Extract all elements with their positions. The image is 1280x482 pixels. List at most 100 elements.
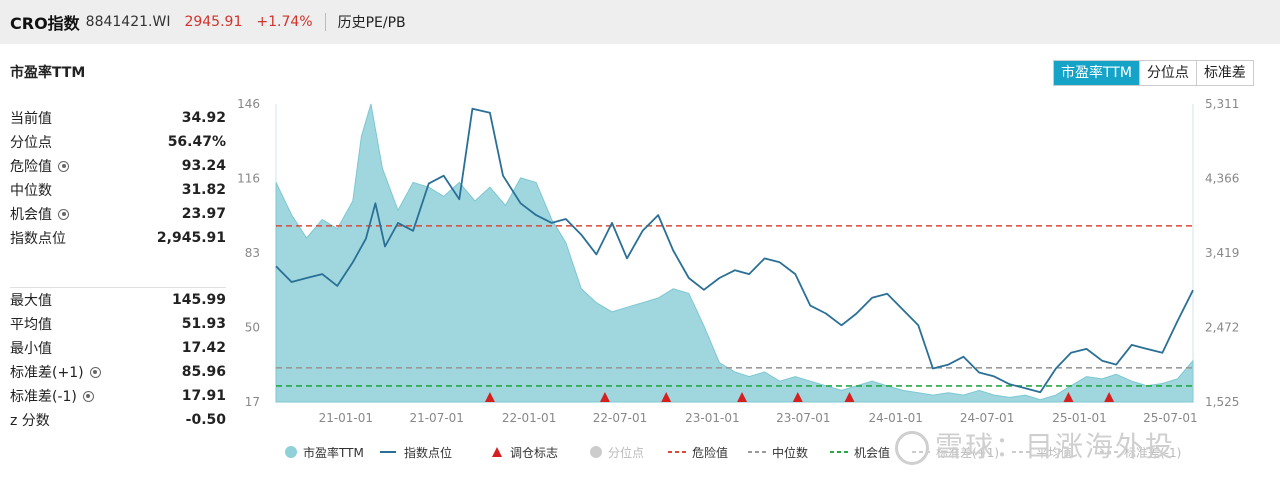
stat-label: 平均值 bbox=[10, 314, 52, 334]
stat-value: 34.92 bbox=[181, 110, 226, 126]
legend-label: 平均值 bbox=[1036, 445, 1072, 460]
legend-swatch bbox=[590, 446, 602, 458]
right-tick-label: 4,366 bbox=[1205, 172, 1239, 186]
header-divider bbox=[324, 13, 326, 31]
stat-value: 17.91 bbox=[181, 388, 226, 404]
pe-ttm-button[interactable]: 市盈率TTM bbox=[1054, 61, 1139, 85]
stat-row: 分位点 56.47% bbox=[10, 130, 226, 154]
history-pe-pb-link[interactable]: 历史PE/PB bbox=[337, 15, 406, 31]
stat-label-text: 指数点位 bbox=[10, 231, 66, 247]
rebalance-marker bbox=[844, 392, 855, 402]
stat-label: z 分数 bbox=[10, 410, 50, 430]
x-tick-label: 23-07-01 bbox=[776, 411, 830, 425]
watermark-text: 雪球：目涨海外投 bbox=[935, 430, 1176, 463]
header-bar: CRO指数 8841421.WI 2945.91 +1.74% 历史PE/PB bbox=[0, 0, 1280, 44]
snowball-logo-icon bbox=[895, 431, 929, 465]
x-tick-label: 24-07-01 bbox=[960, 411, 1014, 425]
stat-value: 17.42 bbox=[181, 340, 226, 356]
x-tick-label: 22-07-01 bbox=[593, 411, 647, 425]
stat-value: 2,945.91 bbox=[156, 230, 226, 246]
legend-label: 标准差(-1) bbox=[1124, 446, 1181, 460]
gear-icon[interactable] bbox=[58, 160, 69, 172]
stat-row: 机会值 23.97 bbox=[10, 202, 226, 226]
stat-row: 平均值 51.93 bbox=[10, 312, 226, 336]
rebalance-marker bbox=[792, 392, 803, 402]
stat-value: 31.82 bbox=[181, 182, 226, 198]
stat-row: z 分数 -0.50 bbox=[10, 408, 226, 432]
stat-value: 145.99 bbox=[171, 292, 226, 308]
stat-row: 最大值 145.99 bbox=[10, 288, 226, 312]
gear-icon[interactable] bbox=[82, 390, 94, 402]
legend-label: 机会值 bbox=[854, 445, 890, 460]
stat-label-text: 分位点 bbox=[10, 135, 52, 151]
legend-label: 标准差(+1) bbox=[936, 446, 999, 460]
rebalance-marker bbox=[661, 392, 672, 402]
x-tick-label: 21-07-01 bbox=[409, 411, 463, 425]
stat-label-text: 中位数 bbox=[10, 183, 52, 199]
stat-row: 标准差(-1) 17.91 bbox=[10, 384, 226, 408]
stat-label: 标准差(+1) bbox=[10, 362, 101, 382]
stat-label: 中位数 bbox=[10, 180, 52, 200]
stat-label: 当前值 bbox=[10, 108, 52, 128]
legend-label: 指数点位 bbox=[404, 445, 452, 460]
x-tick-label: 22-01-01 bbox=[502, 411, 556, 425]
stat-label-text: z 分数 bbox=[10, 413, 50, 429]
stat-label-text: 标准差(-1) bbox=[10, 389, 77, 405]
stat-value: 51.93 bbox=[181, 316, 226, 332]
std-dev-button[interactable]: 标准差 bbox=[1195, 61, 1253, 85]
stat-label-text: 机会值 bbox=[10, 207, 52, 223]
stat-row: 最小值 17.42 bbox=[10, 336, 226, 360]
stat-row: 中位数 31.82 bbox=[10, 178, 226, 202]
rebalance-marker bbox=[1104, 392, 1115, 402]
stat-label-text: 危险值 bbox=[10, 159, 52, 175]
gear-icon[interactable] bbox=[89, 366, 101, 378]
right-tick-label: 2,472 bbox=[1205, 321, 1239, 335]
index-code: 8841421.WI bbox=[85, 14, 171, 30]
legend-label: 分位点 bbox=[608, 445, 644, 460]
left-tick-label: 146 bbox=[237, 97, 260, 111]
rebalance-marker bbox=[484, 392, 495, 402]
stat-label-text: 最大值 bbox=[10, 293, 52, 309]
pe-area-series bbox=[275, 103, 1194, 403]
x-tick-label: 21-01-01 bbox=[319, 411, 373, 425]
stat-label-text: 当前值 bbox=[10, 111, 52, 127]
right-tick-label: 5,311 bbox=[1205, 97, 1239, 111]
legend-label: 危险值 bbox=[692, 445, 728, 460]
panel-title: 市盈率TTM bbox=[10, 65, 86, 81]
stat-label-text: 最小值 bbox=[10, 341, 52, 357]
rebalance-marker bbox=[599, 392, 610, 402]
watermark: 雪球：目涨海外投 bbox=[895, 425, 1175, 465]
right-tick-label: 3,419 bbox=[1205, 246, 1239, 260]
stat-row: 当前值 34.92 bbox=[10, 106, 226, 130]
index-price: 2945.91 bbox=[184, 14, 243, 30]
legend-label: 调仓标志 bbox=[510, 446, 558, 460]
gear-icon[interactable] bbox=[58, 208, 69, 220]
stats-bottom: 最大值 145.99 平均值 51.93 最小值 17.42 标准差(+1) 85.96 标准差… bbox=[10, 288, 226, 432]
left-tick-label: 50 bbox=[245, 321, 260, 335]
stat-label-text: 平均值 bbox=[10, 317, 52, 333]
index-line-series bbox=[275, 107, 1194, 394]
index-change: +1.74% bbox=[256, 14, 313, 30]
legend-label: 中位数 bbox=[772, 445, 808, 460]
left-tick-label: 17 bbox=[245, 395, 260, 409]
metric-toggle: 市盈率TTM 分位点 标准差 bbox=[1053, 60, 1254, 86]
stat-label: 机会值 bbox=[10, 204, 69, 224]
legend-label: 市盈率TTM bbox=[303, 445, 364, 460]
x-tick-label: 23-01-01 bbox=[685, 411, 739, 425]
stat-label: 指数点位 bbox=[10, 228, 66, 248]
stats-top: 当前值 34.92 分位点 56.47% 危险值 93.24 中位数 31.82 机会值 23.9… bbox=[10, 106, 226, 250]
stat-label: 最大值 bbox=[10, 290, 52, 310]
stat-value: 93.24 bbox=[181, 158, 226, 174]
stat-row: 指数点位 2,945.91 bbox=[10, 226, 226, 250]
percentile-button[interactable]: 分位点 bbox=[1138, 61, 1196, 85]
x-tick-label: 24-01-01 bbox=[868, 411, 922, 425]
left-tick-label: 116 bbox=[237, 172, 260, 186]
legend-swatch bbox=[492, 447, 502, 457]
rebalance-marker bbox=[737, 392, 748, 402]
x-tick-label: 25-07-01 bbox=[1143, 411, 1197, 425]
rebalance-marker bbox=[1063, 392, 1074, 402]
stat-label-text: 标准差(+1) bbox=[10, 365, 84, 381]
stat-label: 标准差(-1) bbox=[10, 386, 94, 406]
stat-value: 85.96 bbox=[181, 364, 226, 380]
